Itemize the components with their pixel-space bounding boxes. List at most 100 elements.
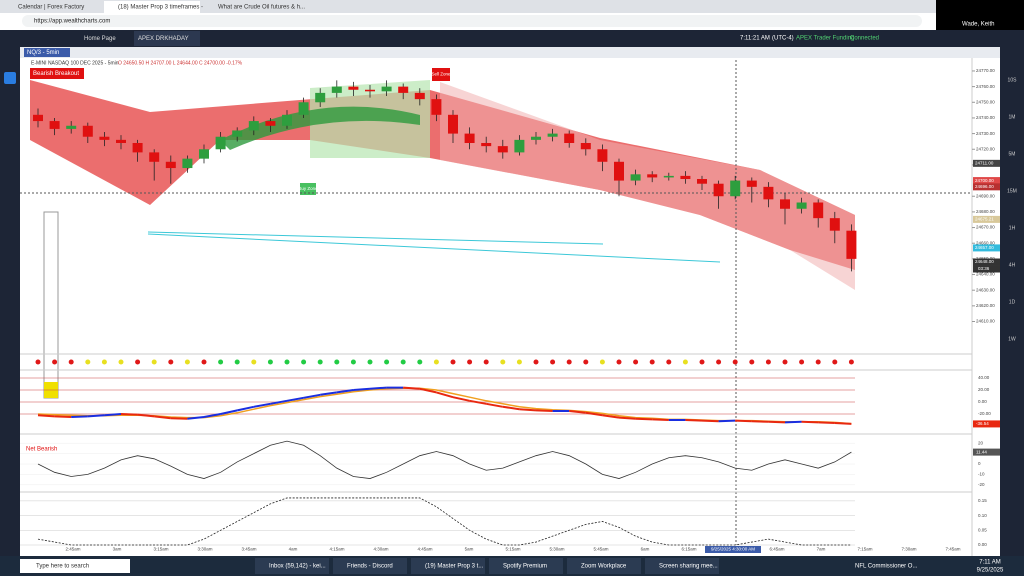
candle-body bbox=[348, 86, 359, 90]
signal-dot bbox=[516, 359, 522, 365]
fast-line bbox=[87, 414, 105, 418]
user-name: Wade, Keith bbox=[962, 22, 994, 28]
y-tick-label: 0 bbox=[978, 461, 981, 466]
candle-body bbox=[116, 139, 126, 143]
signal-dot bbox=[168, 359, 174, 365]
browser-tab-label: Calendar | Forex Factory bbox=[18, 5, 84, 11]
timeframe[interactable]: 1M bbox=[1009, 114, 1016, 120]
fast-line bbox=[187, 416, 205, 420]
chart-header: E-MINI NASDAQ 100 DEC 2025 - 5min bbox=[31, 60, 119, 66]
signal-dot bbox=[85, 359, 91, 365]
candle-body bbox=[215, 136, 226, 150]
signal-dot bbox=[450, 359, 456, 365]
candle-body bbox=[829, 218, 840, 231]
browser-tab[interactable] bbox=[4, 1, 100, 13]
task-item[interactable] bbox=[411, 558, 485, 574]
signal-dot bbox=[848, 359, 854, 365]
signal-dot bbox=[500, 359, 506, 365]
y-tick-label: 40.00 bbox=[978, 375, 990, 380]
candle-body bbox=[564, 133, 575, 143]
fast-line bbox=[486, 402, 503, 408]
countdown-box bbox=[973, 265, 1000, 273]
x-tick-label: 7:45am bbox=[945, 547, 960, 552]
fast-line bbox=[618, 416, 636, 420]
browser-tab[interactable] bbox=[104, 1, 200, 13]
signal-dot bbox=[732, 359, 738, 365]
timeframe[interactable]: 15M bbox=[1007, 188, 1017, 194]
fast-line bbox=[170, 417, 188, 420]
last-value: 11.44 bbox=[976, 449, 987, 454]
x-tick-label: 5:30am bbox=[549, 547, 564, 552]
search-box[interactable] bbox=[20, 559, 130, 573]
y-tick-label: 24720.00 bbox=[976, 146, 995, 151]
browser-tab-label: What are Crude Oil futures & h... bbox=[218, 5, 305, 11]
x-tick-label: 5:15am bbox=[505, 547, 520, 552]
candle-body bbox=[597, 149, 608, 162]
fast-line bbox=[751, 420, 769, 423]
fast-line bbox=[569, 410, 586, 414]
signal-dot bbox=[234, 359, 240, 365]
task-item[interactable] bbox=[333, 558, 407, 574]
timeframe[interactable]: 4H bbox=[1009, 262, 1016, 268]
signal-dot bbox=[716, 359, 722, 365]
task-item[interactable] bbox=[255, 558, 329, 574]
candle-body bbox=[381, 86, 392, 92]
signal-dot bbox=[118, 359, 124, 365]
symbol-tab-label: NQ/3 - 5min bbox=[27, 50, 59, 56]
y-tick-label: 24740.00 bbox=[976, 115, 995, 120]
fast-line bbox=[37, 414, 55, 418]
countdown: 03:36 bbox=[978, 266, 990, 271]
fast-line bbox=[635, 417, 653, 421]
candle-body bbox=[66, 125, 77, 129]
signal-dot bbox=[666, 359, 672, 365]
candle-body bbox=[398, 86, 409, 93]
signal-dot bbox=[782, 359, 788, 365]
candle-body bbox=[265, 121, 276, 126]
price-tag bbox=[973, 177, 1000, 185]
symbol-row bbox=[20, 47, 1000, 58]
app-tab[interactable] bbox=[134, 31, 200, 46]
signal-dot bbox=[550, 359, 556, 365]
task-item[interactable] bbox=[489, 558, 563, 574]
account: APEX Trader Funding bbox=[796, 36, 854, 42]
fast-line bbox=[602, 414, 620, 419]
symbol-tab[interactable] bbox=[24, 48, 70, 57]
candle-body bbox=[464, 133, 475, 143]
candle-body bbox=[315, 92, 326, 103]
task-item[interactable] bbox=[567, 558, 641, 574]
candle-body bbox=[431, 99, 442, 115]
timeframe[interactable]: 10S bbox=[1008, 77, 1018, 83]
y-tick-label: 24680.00 bbox=[976, 209, 995, 214]
task-item[interactable] bbox=[645, 558, 719, 574]
y-tick-label: 24610.00 bbox=[976, 319, 995, 324]
buy-zone-label: Buy Zone bbox=[298, 186, 318, 191]
price-tag bbox=[973, 159, 1000, 167]
candle-body bbox=[713, 183, 724, 197]
fast-line bbox=[369, 386, 387, 390]
timeframe[interactable]: 1D bbox=[1009, 299, 1016, 305]
timeframe[interactable]: 1H bbox=[1009, 225, 1016, 231]
y-tick-label: 0.15 bbox=[978, 498, 987, 503]
browser-tab[interactable] bbox=[204, 1, 300, 13]
x-tick-label: 5am bbox=[465, 547, 474, 552]
signal-dot bbox=[699, 359, 705, 365]
fast-line bbox=[784, 420, 802, 424]
timeframe[interactable]: 1W bbox=[1008, 336, 1016, 342]
signal-dot bbox=[533, 359, 539, 365]
price-tag-label: 24648.00 bbox=[975, 259, 994, 264]
fast-line bbox=[469, 399, 487, 405]
fast-line bbox=[452, 396, 470, 402]
signal-dot bbox=[832, 359, 838, 365]
signal-dot bbox=[135, 359, 141, 365]
app-tab-label[interactable]: Home Page bbox=[84, 36, 116, 42]
fast-line bbox=[270, 399, 288, 405]
add-button[interactable] bbox=[4, 72, 16, 84]
candle-body bbox=[547, 133, 558, 137]
x-tick-label: 3:15am bbox=[153, 547, 168, 552]
price-tag bbox=[973, 258, 1000, 266]
timeframe[interactable]: 5M bbox=[1009, 151, 1016, 157]
address-bar[interactable] bbox=[22, 15, 922, 27]
fast-line bbox=[303, 393, 321, 399]
fast-line bbox=[71, 415, 88, 418]
ohlc: O 24650.50 H 24707.00 L 24644.00 C 24700… bbox=[118, 60, 243, 66]
